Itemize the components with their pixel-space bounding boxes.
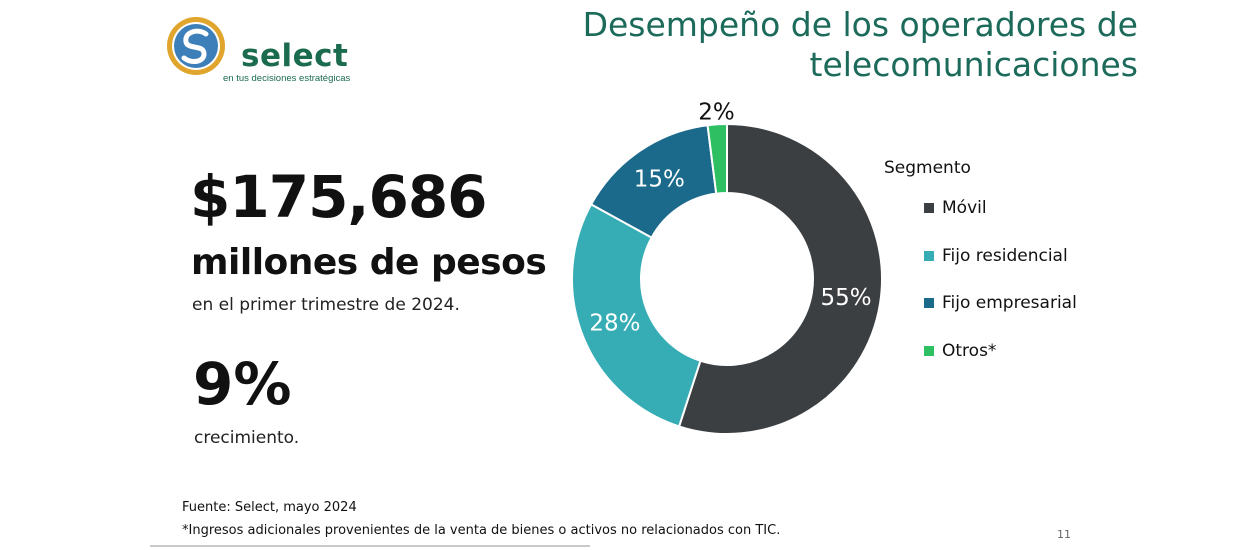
legend-label: Otros* (942, 340, 997, 361)
kpi-unit: millones de pesos (191, 242, 547, 283)
data-label: 15% (634, 166, 685, 192)
page-number: 11 (1057, 528, 1071, 541)
kpi-growth: 9% (193, 350, 292, 418)
page-title: Desempeño de los operadores de telecomun… (582, 5, 1138, 84)
data-label: 28% (589, 310, 640, 336)
legend-swatch (924, 203, 934, 213)
select-logo-icon (167, 17, 225, 75)
legend-swatch (924, 345, 934, 356)
source-note: Fuente: Select, mayo 2024 (182, 500, 357, 515)
data-label: 55% (820, 285, 871, 311)
legend-swatch (924, 298, 934, 308)
legend-label: Fijo empresarial (942, 293, 1077, 313)
footnote: *Ingresos adicionales provenientes de la… (182, 523, 781, 538)
legend-swatch (924, 250, 934, 261)
slice-otros (706, 122, 728, 195)
legend-title: Segmento (884, 158, 971, 178)
kpi-amount: $175,686 (190, 163, 488, 231)
slice-movil (677, 122, 883, 435)
fine-print-line (150, 545, 590, 547)
legend-item-movil: Móvil (924, 196, 1134, 220)
legend-item-otros: Otros* (924, 339, 1134, 363)
segment-donut-chart: 55% 28% 15% 2% (571, 99, 883, 435)
brand-tagline: en tus decisiones estratégicas (223, 73, 351, 84)
kpi-period: en el primer trimestre de 2024. (192, 295, 460, 315)
legend-label: Móvil (942, 198, 987, 218)
chart-legend: Segmento Móvil Fijo residencial Fijo emp… (884, 158, 1134, 386)
brand-name: select (241, 38, 349, 74)
slice-fijo-residencial (571, 202, 702, 428)
data-label: 2% (698, 99, 735, 125)
kpi-growth-label: crecimiento. (194, 428, 300, 448)
legend-item-fijo-residencial: Fijo residencial (924, 244, 1134, 268)
legend-label: Fijo residencial (942, 245, 1068, 266)
legend-item-fijo-empresarial: Fijo empresarial (924, 291, 1134, 315)
brand-logo: select en tus decisiones estratégicas (166, 16, 366, 84)
